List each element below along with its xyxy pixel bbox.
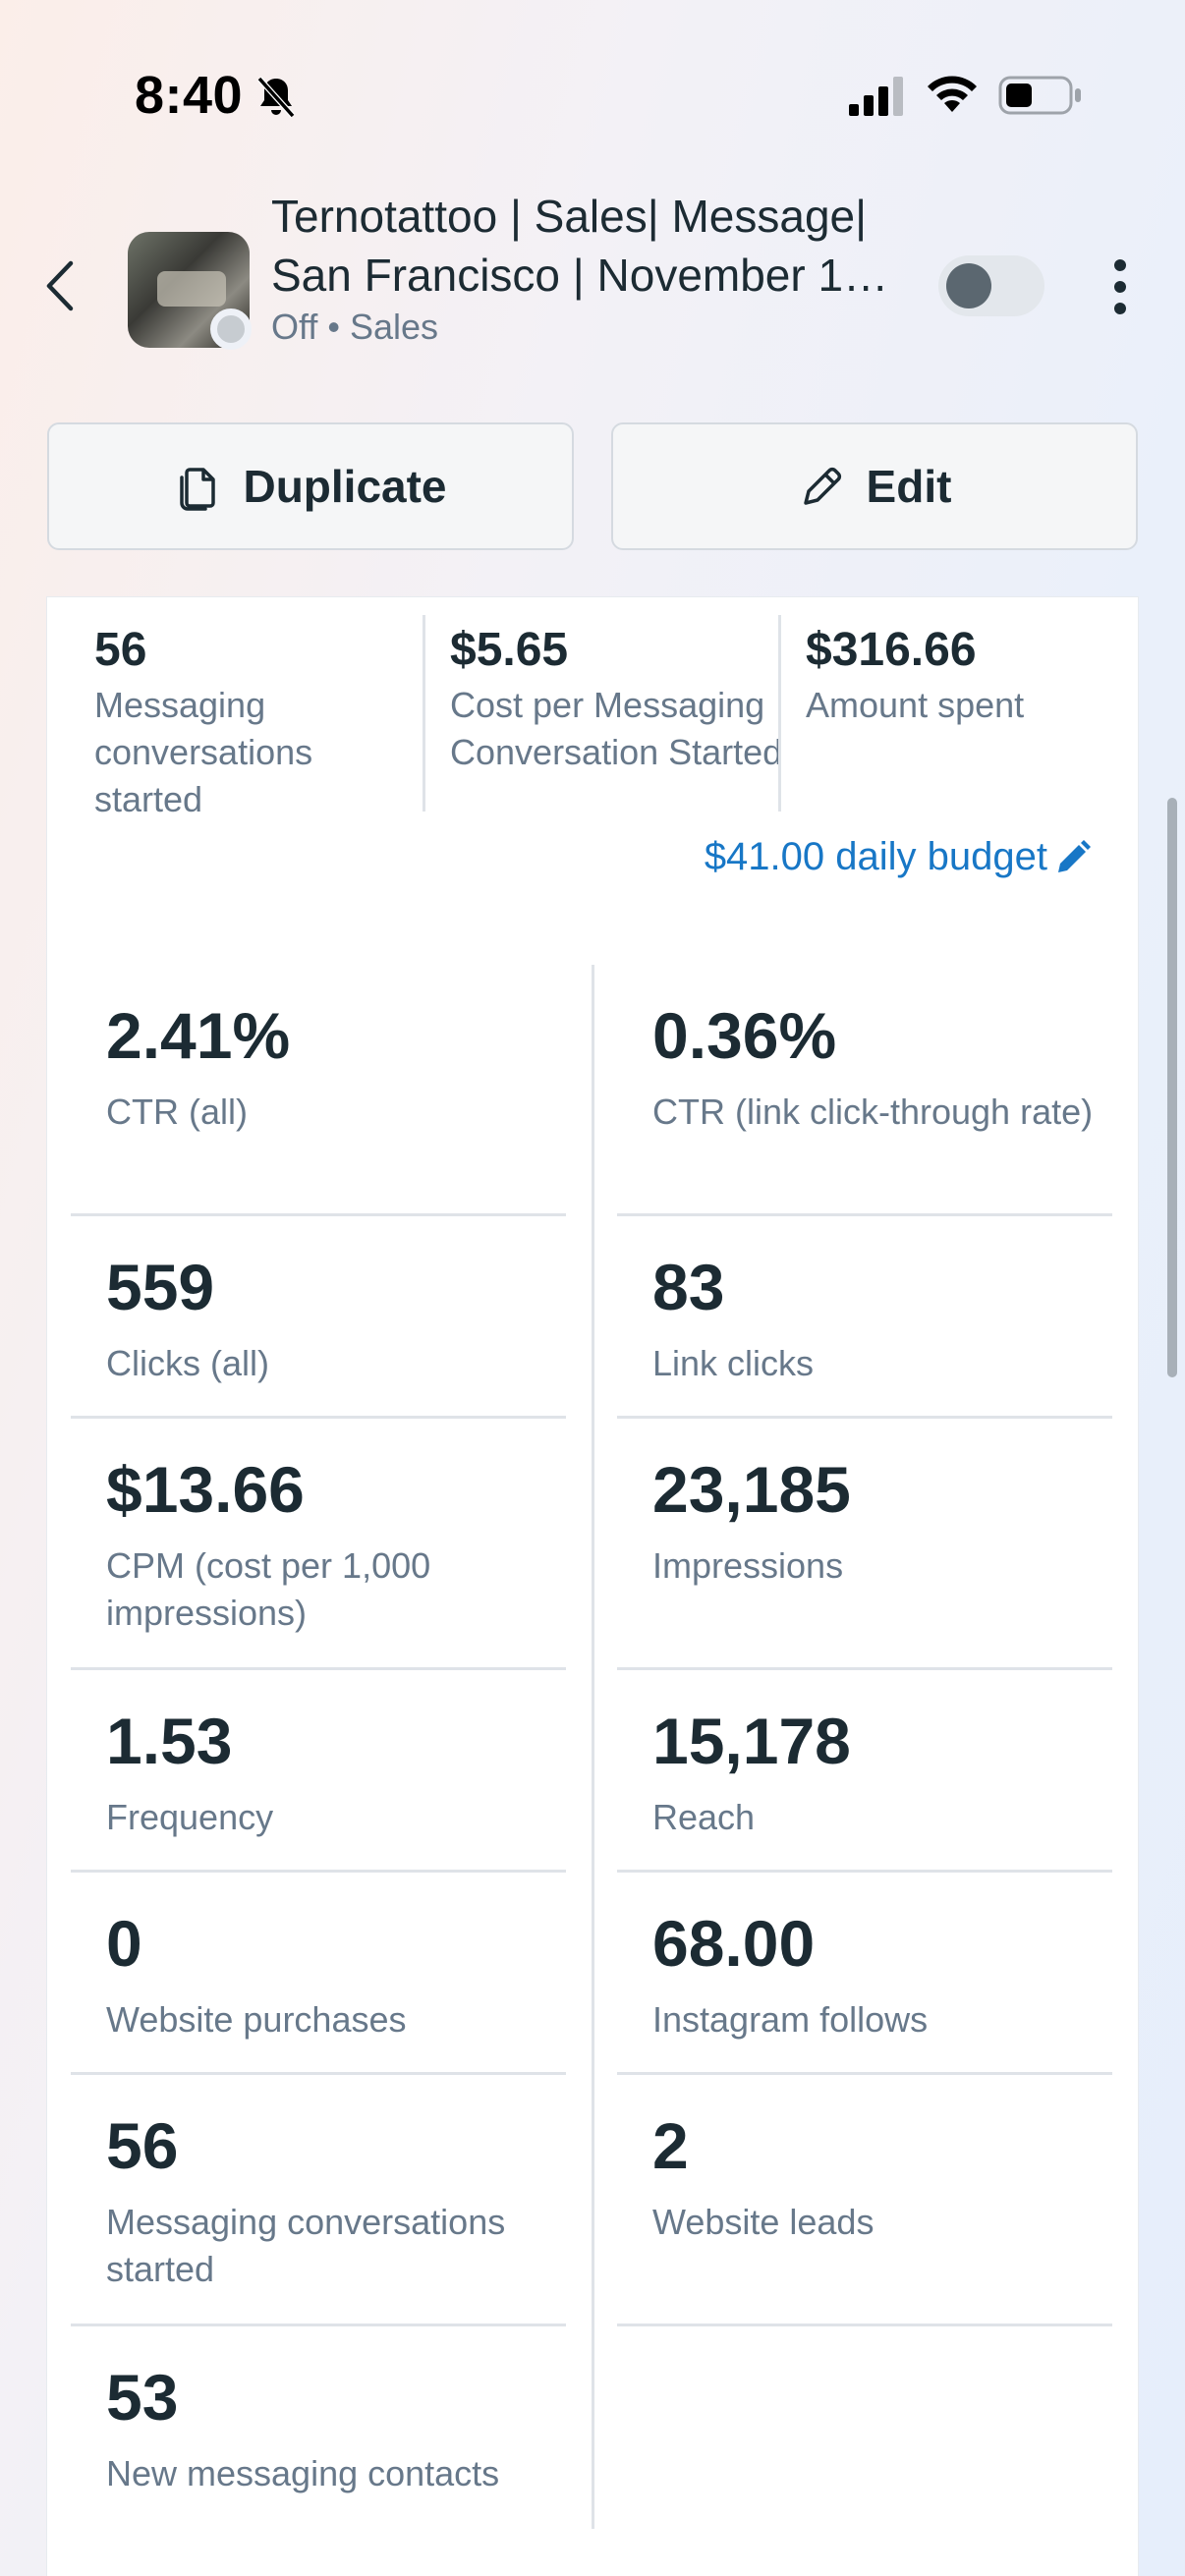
metric-value: 53 [106,2361,179,2434]
metric-label: CTR (link click-through rate) [652,1092,1094,1132]
pencil-icon [803,467,841,505]
cellular-signal-icon [849,77,903,116]
scrollbar[interactable] [1167,798,1177,1377]
campaign-title-line-1: Ternotattoo | Sales| Message| [271,191,868,242]
metric-frequency: 1.53 Frequency [71,1670,566,1873]
metric-website-purchases: 0 Website purchases [71,1873,566,2075]
campaign-status: Off [271,307,318,347]
campaign-thumbnail [128,232,252,354]
summary-divider [423,615,425,812]
metric-label: Messaging conversations started [106,2202,506,2289]
metric-clicks-all: 559 Clicks (all) [71,1216,566,1419]
daily-budget-label: $41.00 daily budget [704,835,1047,878]
metric-ctr-all: 2.41% CTR (all) [71,965,566,1216]
metric-value: 0.36% [652,999,837,1072]
campaign-title: Ternotattoo | Sales| Message| San Franci… [271,187,920,305]
campaign-insights-card: 56 Messaging conversations started $5.65… [47,597,1138,2576]
campaign-subtitle: Off • Sales [271,307,438,348]
metric-link-clicks: 83 Link clicks [617,1216,1112,1419]
summary-value: $5.65 [450,624,569,676]
bell-slash-icon [256,76,296,119]
metric-label: CTR (all) [106,1092,248,1132]
duplicate-label: Duplicate [243,461,447,512]
campaign-objective: Sales [350,307,439,347]
summary-divider [778,615,781,812]
edit-label: Edit [866,461,952,512]
status-bar: 8:40 [0,0,1185,187]
metric-new-messaging-contacts: 53 New messaging contacts [71,2326,566,2529]
duplicate-button[interactable]: Duplicate [47,422,574,550]
metric-value: 1.53 [106,1705,233,1777]
off-status-dot-icon [210,308,252,350]
battery-icon [998,76,1081,115]
metric-value: 559 [106,1251,215,1323]
subtitle-separator: • [327,307,340,347]
metric-label: Impressions [652,1545,844,1586]
daily-budget-link[interactable]: $41.00 daily budget [705,835,1093,879]
summary-stats: 56 Messaging conversations started $5.65… [47,597,1138,819]
metric-label: Link clicks [652,1343,815,1383]
summary-label: Messaging conversations started [94,685,313,819]
edit-button[interactable]: Edit [611,422,1138,550]
metric-impressions: 23,185 Impressions [617,1419,1112,1670]
campaign-title-line-2: San Francisco | November 1… [271,250,889,301]
toggle-knob [946,263,991,308]
metric-label: CPM (cost per 1,000 impressions) [106,1545,431,1633]
metric-ctr-link: 0.36% CTR (link click-through rate) [617,965,1112,1216]
metric-value: $13.66 [106,1453,305,1526]
metric-label: Clicks (all) [106,1343,269,1383]
metric-label: Website purchases [106,1999,407,2040]
metric-cpm: $13.66 CPM (cost per 1,000 impressions) [71,1419,566,1670]
metric-label: Instagram follows [652,1999,929,2040]
summary-stat-cost-per-result: $5.65 Cost per Messaging Conversation St… [450,619,784,776]
duplicate-icon [180,468,216,511]
metric-value: 2 [652,2109,689,2182]
pencil-icon [1058,839,1091,872]
back-chevron-icon[interactable] [41,253,81,318]
metric-reach: 15,178 Reach [617,1670,1112,1873]
metric-value: 68.00 [652,1907,816,1980]
summary-value: 56 [94,624,147,676]
summary-label: Amount spent [806,685,1025,725]
metric-label: Website leads [652,2202,875,2242]
metric-instagram-follows: 68.00 Instagram follows [617,1873,1112,2075]
metric-value: 0 [106,1907,142,1980]
summary-label: Cost per Messaging Conversation Started [450,685,783,772]
metric-value: 56 [106,2109,179,2182]
metric-label: Frequency [106,1797,274,1837]
metric-value: 23,185 [652,1453,851,1526]
wifi-icon [928,76,977,112]
metric-label: Reach [652,1797,756,1837]
metric-value: 83 [652,1251,725,1323]
more-options-icon[interactable] [1102,252,1138,320]
metric-value: 15,178 [652,1705,851,1777]
summary-stat-results: 56 Messaging conversations started [94,619,409,823]
metric-value: 2.41% [106,999,291,1072]
metric-website-leads: 2 Website leads [617,2075,1112,2326]
metric-label: New messaging contacts [106,2453,500,2493]
summary-value: $316.66 [806,624,977,676]
campaign-toggle[interactable] [938,255,1044,316]
status-time: 8:40 [135,66,244,125]
column-divider [592,965,594,2529]
summary-stat-amount-spent: $316.66 Amount spent [806,619,1100,729]
metric-messaging-conversations: 56 Messaging conversations started [71,2075,566,2326]
